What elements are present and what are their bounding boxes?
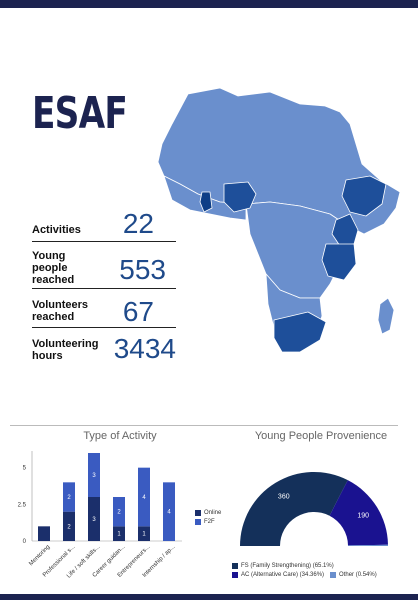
category-label: Mentoring [28, 544, 51, 567]
bar-value-label: 2 [67, 524, 71, 530]
bar-value-label: 1 [142, 532, 146, 538]
bar-segment-online [63, 511, 75, 541]
legend-swatch [195, 510, 201, 516]
map-nigeria [223, 181, 257, 213]
map-ethiopia [341, 175, 387, 217]
stat-activities: Activities 22 [32, 208, 176, 242]
stat-value: 67 [122, 296, 154, 327]
stat-label: Activities [32, 224, 81, 236]
section-divider [10, 425, 398, 426]
bar-segment-online [138, 526, 150, 541]
stat-label: Volunteering hours [32, 338, 99, 362]
top-bar [0, 0, 418, 8]
legend-item-fs: FS (Family Strengthening) (65.1%) [232, 563, 377, 569]
legend-swatch [232, 563, 238, 569]
bar-value-label: 4 [167, 510, 171, 516]
pie-slice [347, 544, 388, 546]
bar-segment-f2f [88, 453, 100, 497]
legend-item-f2f: F2F [195, 519, 221, 525]
stat-value: 553 [119, 254, 166, 285]
y-tick-label: 2.5 [18, 502, 27, 508]
pie-slice [240, 472, 348, 546]
y-tick-label: 0 [23, 539, 27, 545]
legend-item-online: Online [195, 510, 221, 516]
bar-value-label: 4 [142, 495, 146, 501]
page-title: ESAF [32, 88, 128, 139]
stats-panel: Activities 22 Young people reached 553 V… [32, 208, 176, 364]
stat-value: 3434 [113, 333, 176, 364]
bar-segment-online [113, 526, 125, 541]
pie-slice [329, 480, 388, 546]
stat-label: Young people reached [32, 250, 75, 286]
stat-label: Volunteers reached [32, 299, 89, 323]
map-ghana [199, 191, 213, 213]
bar-segment-f2f [163, 482, 175, 541]
stat-volunteers: Volunteers reached 67 [32, 289, 176, 328]
legend-item-ac-other: AC (Alternative Care) (34.36%) Other (0.… [232, 572, 377, 578]
provenience-chart: 360 190 [240, 472, 388, 546]
bar-segment-online [88, 497, 100, 541]
legend-swatch [195, 519, 201, 525]
legend-label: F2F [204, 519, 215, 525]
provenience-legend: FS (Family Strengthening) (65.1%) AC (Al… [232, 563, 377, 581]
map-madagascar [377, 297, 395, 335]
legend-label: Other (0.54%) [339, 572, 377, 578]
stat-value: 22 [122, 208, 154, 239]
legend-label: AC (Alternative Care) (34.36%) [241, 572, 325, 578]
activity-legend: Online F2F [195, 510, 221, 528]
map-tanzania [321, 243, 357, 281]
bar-segment-f2f [63, 482, 75, 512]
map-south-africa [273, 311, 327, 353]
bar-value-label: 1 [117, 532, 121, 538]
bar-segment-f2f [138, 467, 150, 527]
activity-chart-title: Type of Activity [83, 430, 157, 442]
bar-segment-f2f [113, 497, 125, 527]
legend-swatch [232, 572, 238, 578]
y-tick-label: 5 [23, 466, 27, 472]
bar-value-label: 3 [92, 473, 96, 479]
pie-value-label: 190 [357, 512, 369, 519]
stat-young-people: Young people reached 553 [32, 242, 176, 289]
legend-label: Online [204, 510, 222, 516]
bar-value-label: 2 [117, 510, 121, 516]
bar-value-label: 3 [92, 517, 96, 523]
bottom-bar [0, 594, 418, 600]
legend-label: FS (Family Strengthening) (65.1%) [241, 563, 334, 569]
stat-volunteering-hours: Volunteering hours 3434 [32, 328, 176, 364]
map-central-africa [245, 201, 351, 299]
bar-segment-online [38, 526, 50, 541]
bar-value-label: 2 [67, 495, 71, 501]
africa-map [157, 87, 401, 353]
pie-value-label: 360 [278, 493, 290, 500]
provenience-chart-title: Young People Provenience [254, 430, 388, 442]
legend-swatch [330, 572, 337, 578]
